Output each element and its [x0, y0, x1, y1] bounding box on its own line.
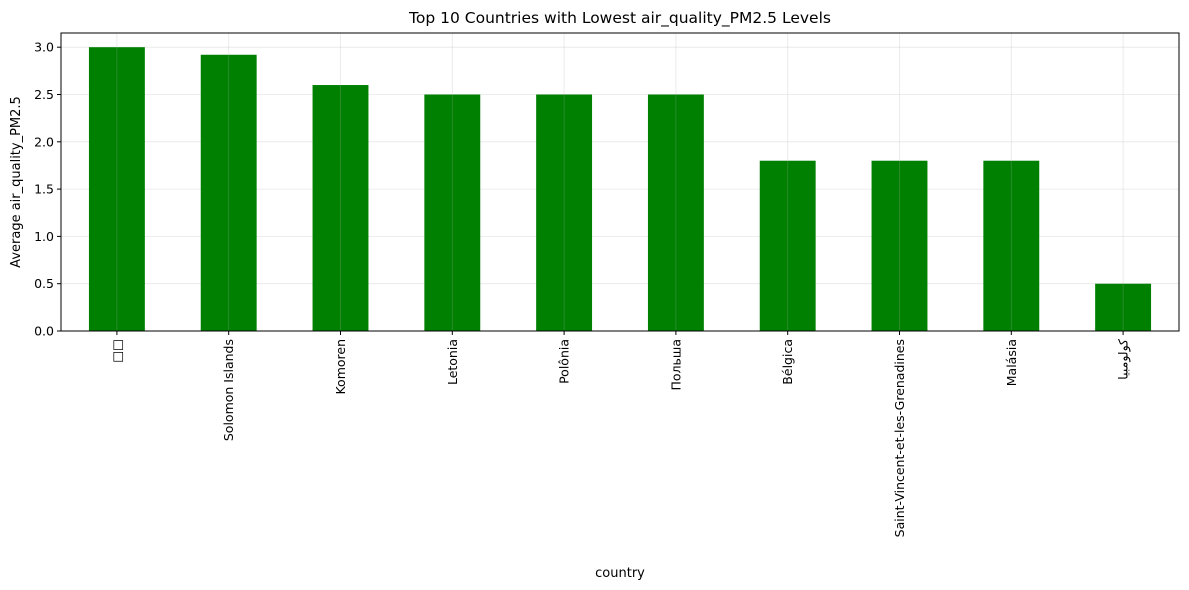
- chart-title: Top 10 Countries with Lowest air_quality…: [408, 9, 831, 28]
- x-axis-label: country: [595, 566, 645, 581]
- bar: [647, 94, 704, 331]
- y-tick-label: 0.5: [34, 276, 54, 291]
- y-axis-label: Average air_quality_PM2.5: [9, 96, 24, 268]
- x-tick-label: Solomon Islands: [221, 339, 236, 441]
- y-tick-label: 1.0: [34, 229, 54, 244]
- x-tick-label: □□: [109, 339, 124, 363]
- bar: [1095, 283, 1152, 331]
- grid-vertical: [116, 33, 1124, 331]
- bar: [871, 160, 928, 331]
- y-tick-label: 2.0: [34, 134, 54, 149]
- plot-frame: [60, 32, 1180, 332]
- y-tick-label: 0.0: [34, 324, 54, 339]
- x-tick-label: Polônia: [557, 339, 572, 384]
- bar: [983, 160, 1040, 331]
- y-tick-label: 2.5: [34, 87, 54, 102]
- x-tick-label: Bélgica: [780, 339, 795, 385]
- bar: [424, 94, 481, 331]
- bar: [312, 85, 369, 332]
- x-tick-label: Malásia: [1004, 339, 1019, 386]
- x-axis-ticks: □□ Solomon Islands Komoren Letonia Polônia По…: [109, 331, 1132, 537]
- bar: [200, 54, 257, 332]
- x-tick-label: Saint-Vincent-et-les-Grenadines: [892, 339, 907, 537]
- bar: [536, 94, 593, 331]
- bar: [88, 47, 145, 331]
- x-tick-label: كولومبيا: [1116, 339, 1132, 380]
- bars: [88, 47, 1152, 332]
- y-tick-label: 1.5: [34, 182, 54, 197]
- x-tick-label: Польша: [668, 339, 683, 391]
- y-tick-label: 3.0: [34, 40, 54, 55]
- x-tick-label: Letonia: [445, 339, 460, 385]
- bar: [759, 160, 816, 331]
- y-axis-ticks: 0.0 0.5 1.0 1.5 2.0 2.5 3.0: [34, 40, 61, 339]
- x-tick-label: Komoren: [333, 339, 348, 395]
